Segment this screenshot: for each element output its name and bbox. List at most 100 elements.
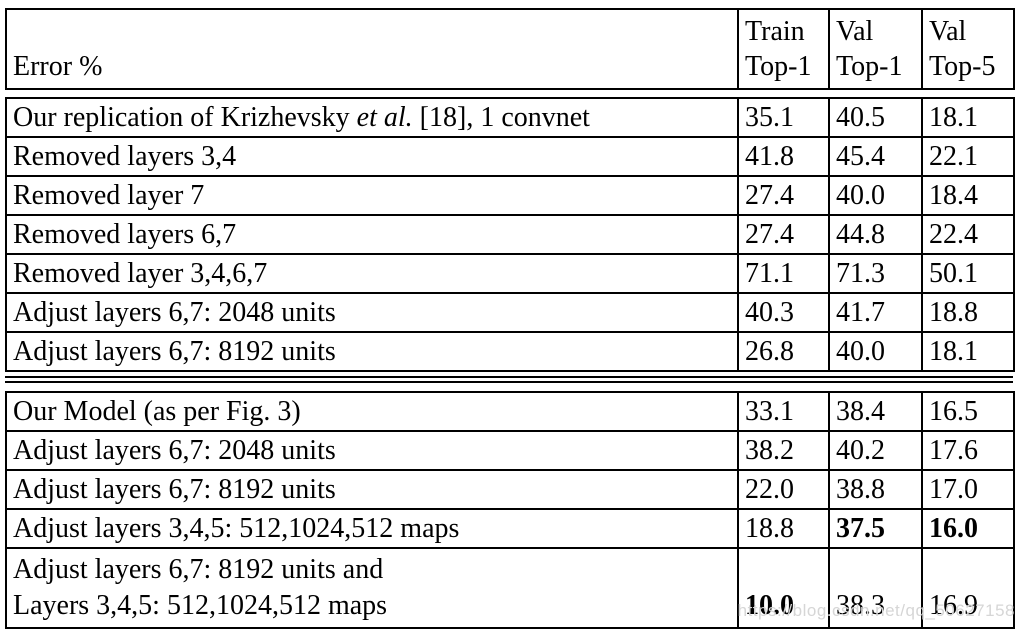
error-percent-header-cell: Error %: [5, 8, 739, 90]
row-label-cell: Our replication of Krizhevsky et al. [18…: [5, 97, 739, 138]
header-line: Top-1: [745, 51, 812, 82]
val-top5-value-cell: 22.1: [921, 136, 1015, 177]
val-top5-value-cell: 16.0: [921, 508, 1015, 549]
row-label-cell: Our Model (as per Fig. 3): [5, 391, 739, 432]
header-row: Error % Train Top-1 Val Top-1 Val Top-5: [5, 8, 1015, 90]
val-top5-value-cell: 22.4: [921, 214, 1015, 255]
val-top1-value-cell: 38.4: [828, 391, 923, 432]
val-top1-value-cell: 41.7: [828, 292, 923, 333]
row-label-line: Adjust layers 6,7: 2048 units: [13, 434, 733, 468]
row-label-part: Layers 3,4,5: 512,1024,512 maps: [13, 590, 388, 621]
header-line: Val: [836, 16, 874, 47]
table-row: Removed layers 3,4 41.8 45.4 22.1: [5, 136, 1015, 177]
row-label-part: Adjust layers 3,4,5: 512,1024,512 maps: [13, 512, 460, 544]
table-row: Adjust layers 6,7: 8192 units 26.8 40.0 18.…: [5, 331, 1015, 372]
val-top5-value-cell: 17.6: [921, 430, 1015, 471]
row-label-cell: Removed layer 3,4,6,7: [5, 253, 739, 294]
val-top1-value-cell: 45.4: [828, 136, 923, 177]
table-row: Our Model (as per Fig. 3) 33.1 38.4 16.5: [5, 391, 1015, 432]
train-top1-value-cell: 71.1: [737, 253, 830, 294]
row-label-cell: Removed layer 7: [5, 175, 739, 216]
train-top1-header-cell: Train Top-1: [737, 8, 830, 90]
val-top5-value-cell: 18.4: [921, 175, 1015, 216]
row-label-cell: Removed layers 3,4: [5, 136, 739, 177]
train-top1-value-cell: 33.1: [737, 391, 830, 432]
section-divider: [5, 376, 1013, 383]
val-top5-value-cell: 16.9: [921, 547, 1015, 629]
val-top1-value-cell: 40.2: [828, 430, 923, 471]
row-label-cell: Adjust layers 6,7: 2048 units: [5, 430, 739, 471]
val-top5-value-cell: 18.1: [921, 97, 1015, 138]
row-label-line: Adjust layers 6,7: 8192 units and: [13, 552, 733, 588]
train-top1-value-cell: 10.0: [737, 547, 830, 629]
val-top5-value-cell: 17.0: [921, 469, 1015, 510]
row-label-line: Removed layer 7: [13, 179, 733, 213]
row-label-italic-part: et al.: [356, 101, 413, 133]
row-label-line: Adjust layers 3,4,5: 512,1024,512 maps: [13, 512, 733, 546]
row-label-line: Our replication of Krizhevsky et al. [18…: [13, 101, 733, 135]
row-label-line: Removed layers 3,4: [13, 140, 733, 174]
train-top1-value-cell: 18.8: [737, 508, 830, 549]
table-row: Adjust layers 6,7: 8192 units 22.0 38.8 17.…: [5, 469, 1015, 510]
row-label-line: Adjust layers 6,7: 2048 units: [13, 296, 733, 330]
row-label-cell: Adjust layers 6,7: 2048 units: [5, 292, 739, 333]
row-label-cell: Adjust layers 6,7: 8192 units: [5, 331, 739, 372]
train-top1-value-cell: 27.4: [737, 214, 830, 255]
table-row: Adjust layers 6,7: 8192 units and Layers …: [5, 547, 1015, 629]
header-line: Val: [929, 16, 967, 47]
row-label-line: Removed layers 6,7: [13, 218, 733, 252]
val-top1-value-cell: 40.5: [828, 97, 923, 138]
val-top1-header-cell: Val Top-1: [828, 8, 923, 90]
row-label-part: [18], 1 convnet: [412, 101, 590, 133]
header-line: Top-5: [929, 51, 996, 82]
val-top5-value-cell: 18.1: [921, 331, 1015, 372]
table-row: Adjust layers 6,7: 2048 units 40.3 41.7 18.…: [5, 292, 1015, 333]
row-label-line: Adjust layers 6,7: 8192 units: [13, 473, 733, 507]
row-label-line: Adjust layers 6,7: 8192 units: [13, 335, 733, 369]
header-line: Top-1: [836, 51, 903, 82]
results-table-header: Error % Train Top-1 Val Top-1 Val Top-5: [5, 8, 1015, 90]
row-label-cell: Adjust layers 6,7: 8192 units: [5, 469, 739, 510]
val-top1-value-cell: 38.3: [828, 547, 923, 629]
val-top5-value-cell: 50.1: [921, 253, 1015, 294]
val-top5-value-cell: 18.8: [921, 292, 1015, 333]
train-top1-value-cell: 40.3: [737, 292, 830, 333]
val-top1-value-cell: 38.8: [828, 469, 923, 510]
val-top1-value-cell: 37.5: [828, 508, 923, 549]
table-row: Our replication of Krizhevsky et al. [18…: [5, 97, 1015, 138]
val-top1-value-cell: 40.0: [828, 331, 923, 372]
results-table-section-2: Our Model (as per Fig. 3) 33.1 38.4 16.5 Adj…: [5, 391, 1015, 629]
row-label-part: Our replication of Krizhevsky: [13, 101, 357, 133]
row-label-part: Adjust layers 6,7: 2048 units: [13, 296, 336, 328]
table-row: Removed layer 7 27.4 40.0 18.4: [5, 175, 1015, 216]
row-label-cell: Adjust layers 6,7: 8192 units and Layers …: [5, 547, 739, 629]
train-top1-value-cell: 26.8: [737, 331, 830, 372]
row-label-part: Adjust layers 6,7: 8192 units: [13, 335, 336, 367]
val-top1-value-cell: 71.3: [828, 253, 923, 294]
results-table-section-1: Our replication of Krizhevsky et al. [18…: [5, 97, 1015, 372]
row-label-part: Removed layers 6,7: [13, 218, 237, 250]
table-row: Adjust layers 3,4,5: 512,1024,512 maps 18…: [5, 508, 1015, 549]
header-line: Train: [745, 16, 805, 47]
row-label-line: Our Model (as per Fig. 3): [13, 395, 733, 429]
train-top1-value-cell: 35.1: [737, 97, 830, 138]
row-label-part: Removed layer 3,4,6,7: [13, 257, 268, 289]
row-label-part: Adjust layers 6,7: 2048 units: [13, 434, 336, 466]
divider-rule-bottom: [5, 381, 1013, 383]
row-label-cell: Adjust layers 3,4,5: 512,1024,512 maps: [5, 508, 739, 549]
train-top1-value-cell: 41.8: [737, 136, 830, 177]
row-label-line: Removed layer 3,4,6,7: [13, 257, 733, 291]
row-label-line: Layers 3,4,5: 512,1024,512 maps: [13, 588, 733, 624]
train-top1-value-cell: 38.2: [737, 430, 830, 471]
row-label-part: Adjust layers 6,7: 8192 units and: [13, 554, 384, 585]
train-top1-value-cell: 27.4: [737, 175, 830, 216]
row-label-part: Removed layer 7: [13, 179, 205, 211]
row-label-cell: Removed layers 6,7: [5, 214, 739, 255]
table-row: Removed layer 3,4,6,7 71.1 71.3 50.1: [5, 253, 1015, 294]
val-top5-header-cell: Val Top-5: [921, 8, 1015, 90]
divider-rule-top: [5, 376, 1013, 378]
table-row: Adjust layers 6,7: 2048 units 38.2 40.2 17.…: [5, 430, 1015, 471]
train-top1-value-cell: 22.0: [737, 469, 830, 510]
val-top5-value-cell: 16.5: [921, 391, 1015, 432]
